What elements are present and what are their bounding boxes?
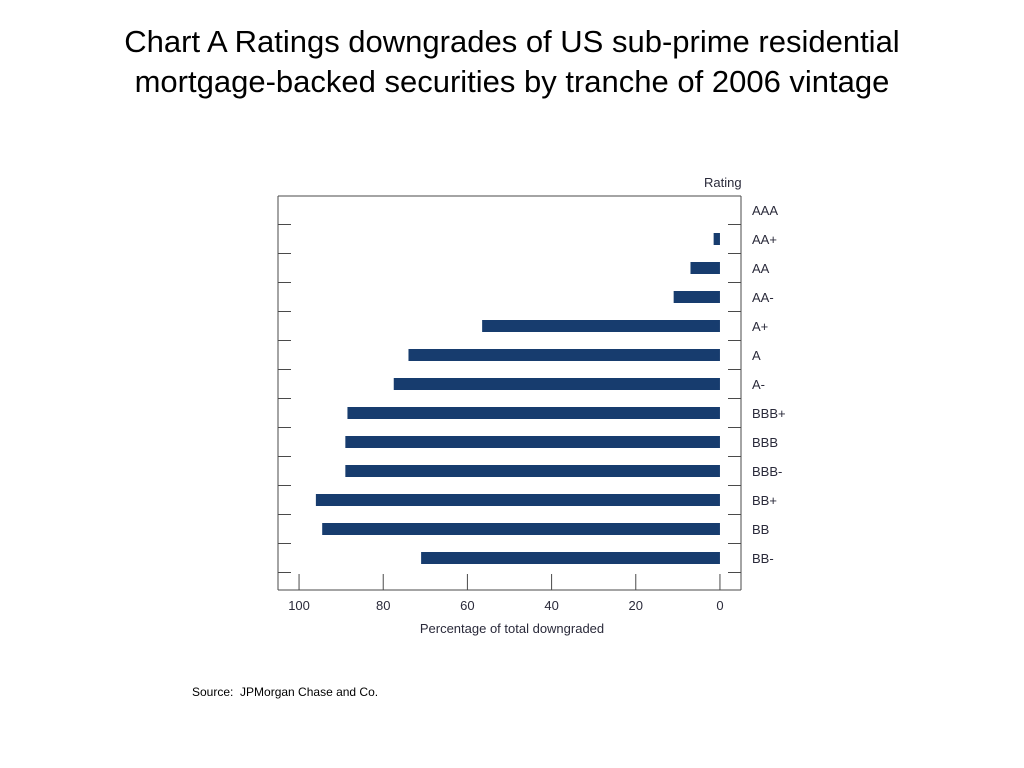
category-label: BB	[752, 522, 769, 537]
slide-title-line-2: mortgage-backed securities by tranche of…	[134, 64, 890, 99]
x-tick-label: 20	[629, 598, 643, 613]
source-note: Source: JPMorgan Chase and Co.	[192, 685, 379, 699]
category-label: AAA	[752, 203, 778, 218]
x-tick-label: 80	[376, 598, 390, 613]
x-tick-label: 60	[460, 598, 474, 613]
category-label: BB-	[752, 551, 774, 566]
bar-a-minus	[393, 378, 720, 390]
bar-aa-minus	[673, 291, 720, 303]
bar-bb	[322, 523, 720, 535]
slide-title: Chart A Ratings downgrades of US sub-pri…	[40, 22, 984, 102]
bar-bbb	[345, 436, 720, 448]
category-label: A-	[752, 377, 765, 392]
x-tick-label: 40	[544, 598, 558, 613]
bar-bb-minusplus	[315, 494, 720, 506]
bar-a	[408, 349, 720, 361]
x-axis-title: Percentage of total downgraded	[420, 621, 604, 636]
category-ticks	[278, 224, 741, 573]
x-tick-label: 100	[288, 598, 310, 613]
rating-axis-title: Rating	[704, 175, 742, 190]
slide-title-line-1: Chart A Ratings downgrades of US sub-pri…	[124, 24, 900, 59]
bar-aa-minusplus	[713, 233, 720, 245]
category-label: BBB-	[752, 464, 782, 479]
x-tick-label: 0	[716, 598, 723, 613]
category-label: A	[752, 348, 761, 363]
x-axis-ticks	[298, 574, 721, 590]
bar-aa	[690, 262, 720, 274]
category-label: AA-	[752, 290, 774, 305]
category-label: A+	[752, 319, 768, 334]
category-label: BB+	[752, 493, 777, 508]
plot-frame	[277, 195, 742, 591]
bars-group	[315, 233, 720, 564]
category-label: BBB	[752, 435, 778, 450]
x-axis-tick-labels: 100 80 60 40 20 0	[288, 598, 723, 613]
bar-bb-minus	[421, 552, 720, 564]
bar-bbb-minusplus	[347, 407, 720, 419]
bar-a-minusplus	[482, 320, 720, 332]
category-label: AA	[752, 261, 770, 276]
category-label: AA+	[752, 232, 777, 247]
category-label: BBB+	[752, 406, 786, 421]
bar-bbb-minus	[345, 465, 720, 477]
